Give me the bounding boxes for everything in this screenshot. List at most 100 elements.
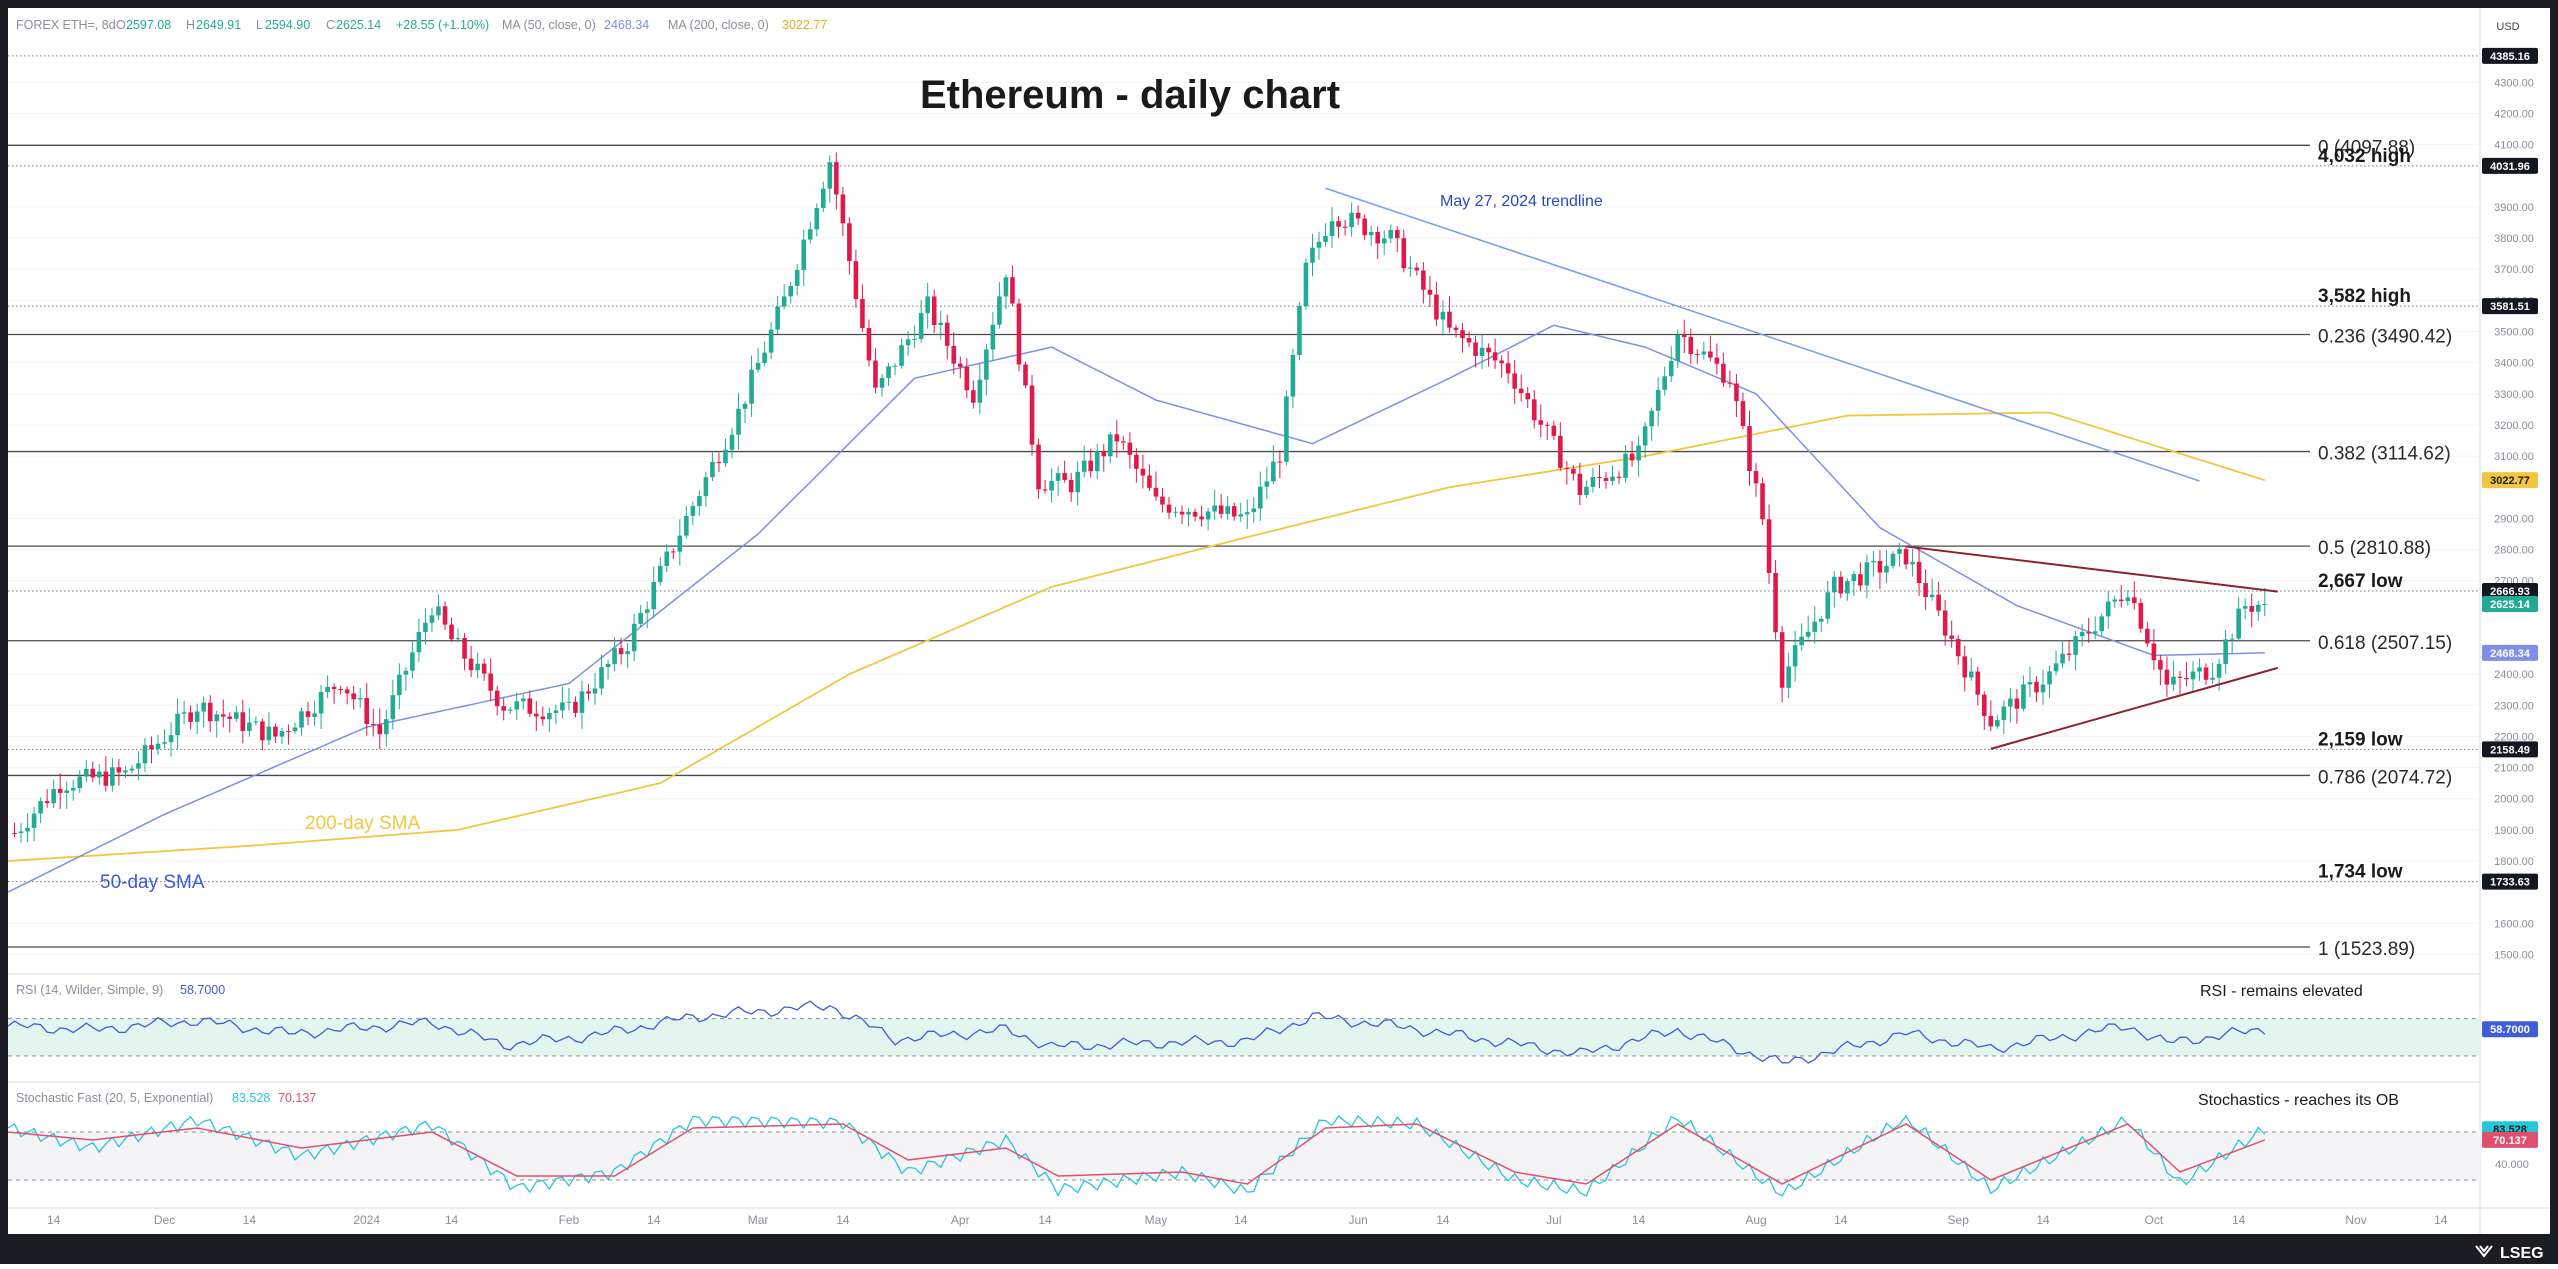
series-price-tag: 3022.77	[2490, 475, 2530, 487]
candle-down	[449, 624, 454, 640]
candle-up	[1238, 514, 1244, 517]
candle-up	[651, 582, 657, 610]
candle-down	[834, 162, 839, 195]
candle-down	[1923, 583, 1928, 598]
candle-up	[1003, 277, 1009, 297]
candle-up	[142, 745, 148, 764]
price-axis-background	[2480, 8, 2550, 1234]
candle-up	[455, 638, 461, 640]
candle-up	[1173, 511, 1178, 513]
candle-up	[1297, 306, 1302, 355]
price-tick-label: 2100.00	[2494, 763, 2534, 775]
candle-down	[1042, 489, 1048, 491]
candle-up	[1668, 360, 1674, 377]
level-price-tag: 4385.16	[2490, 51, 2530, 63]
candle-down	[1779, 632, 1785, 688]
candle-up	[1792, 645, 1798, 667]
candle-down	[1029, 385, 1035, 445]
candle-down	[860, 299, 865, 328]
candle-up	[2255, 604, 2261, 612]
trendlines-layer	[1325, 187, 2279, 750]
sma200-annotation: 200-day SMA	[305, 813, 420, 834]
rsi-value-tag-bg	[2482, 1021, 2538, 1038]
candle-up	[1271, 461, 1276, 482]
candle-down	[1942, 610, 1948, 636]
candle-down	[1140, 468, 1146, 476]
candle-up	[1388, 229, 1394, 239]
candle-down	[1981, 694, 1987, 716]
candle-up	[2001, 706, 2007, 721]
candle-up	[475, 663, 480, 671]
dotted-level-label: 3,582 high	[2318, 286, 2411, 307]
stoch-band	[8, 1132, 2480, 1180]
candle-down	[12, 832, 17, 834]
fib-level-label: 0.5 (2810.88)	[2318, 538, 2431, 559]
candle-up	[2079, 632, 2085, 637]
candle-up	[1864, 562, 1870, 586]
candle-up	[788, 285, 793, 297]
candles-layer	[12, 152, 2268, 843]
candle-down	[944, 322, 950, 346]
candle-up	[181, 712, 187, 714]
candle-down	[1453, 327, 1459, 331]
legend-low-label: L	[256, 18, 263, 32]
candle-up	[129, 768, 135, 771]
price-tick-label: 3700.00	[2494, 264, 2534, 276]
candle-down	[1531, 399, 1537, 421]
candle-down	[240, 712, 246, 731]
candle-up	[2027, 681, 2033, 685]
legend-close-value: 2625.14	[336, 18, 381, 32]
candle-up	[299, 711, 304, 728]
candle-down	[207, 702, 213, 722]
candle-up	[1055, 473, 1061, 481]
candle-down	[1773, 572, 1778, 633]
stoch-d-tag-bg	[2482, 1131, 2538, 1148]
dotted-level-label: 2,159 low	[2318, 729, 2403, 750]
candle-down	[1121, 441, 1126, 443]
time-axis-label: 14	[1038, 1213, 1052, 1227]
candle-up	[1590, 476, 1596, 487]
candle-down	[2086, 632, 2091, 634]
candle-up	[794, 270, 800, 286]
candle-down	[1355, 212, 1361, 219]
legend-high-label: H	[186, 18, 195, 32]
candle-up	[547, 713, 552, 720]
candle-up	[938, 322, 944, 325]
candle-down	[534, 713, 539, 717]
legend-symbol: FOREX ETH=, 8d	[16, 18, 116, 32]
level-price-tag-bg	[2482, 47, 2538, 64]
candle-up	[918, 313, 924, 339]
candle-up	[110, 767, 115, 786]
candle-up	[38, 801, 43, 814]
candle-up	[775, 306, 780, 330]
candle-up	[599, 667, 604, 689]
candle-up	[579, 691, 585, 713]
candle-up	[807, 229, 813, 240]
candle-up	[31, 813, 37, 828]
candle-up	[879, 377, 885, 388]
candle-down	[1564, 467, 1570, 469]
candle-up	[429, 615, 435, 623]
candle-up	[2105, 601, 2111, 617]
legend-ma50-label: MA (50, close, 0)	[502, 18, 596, 32]
price-tick-label: 4300.00	[2494, 77, 2534, 89]
candle-down	[1427, 289, 1433, 295]
price-tick-label: 2300.00	[2494, 700, 2534, 712]
candle-down	[866, 327, 872, 361]
candle-down	[2138, 603, 2144, 629]
price-tick-label: 1900.00	[2494, 825, 2534, 837]
dotted-level-label: 2,667 low	[2318, 571, 2403, 592]
candle-down	[338, 689, 343, 691]
rsi-header-value: 58.7000	[180, 983, 225, 997]
price-tick-label: 3300.00	[2494, 389, 2534, 401]
candle-up	[657, 565, 663, 583]
candle-up	[312, 713, 317, 717]
rsi-line	[7, 1000, 2266, 1064]
candle-up	[1329, 221, 1335, 237]
candle-up	[781, 296, 787, 307]
candle-down	[2177, 676, 2183, 678]
price-gridlines	[8, 81, 2480, 955]
candle-up	[814, 208, 820, 230]
trendline-annotation: May 27, 2024 trendline	[1440, 193, 1603, 210]
